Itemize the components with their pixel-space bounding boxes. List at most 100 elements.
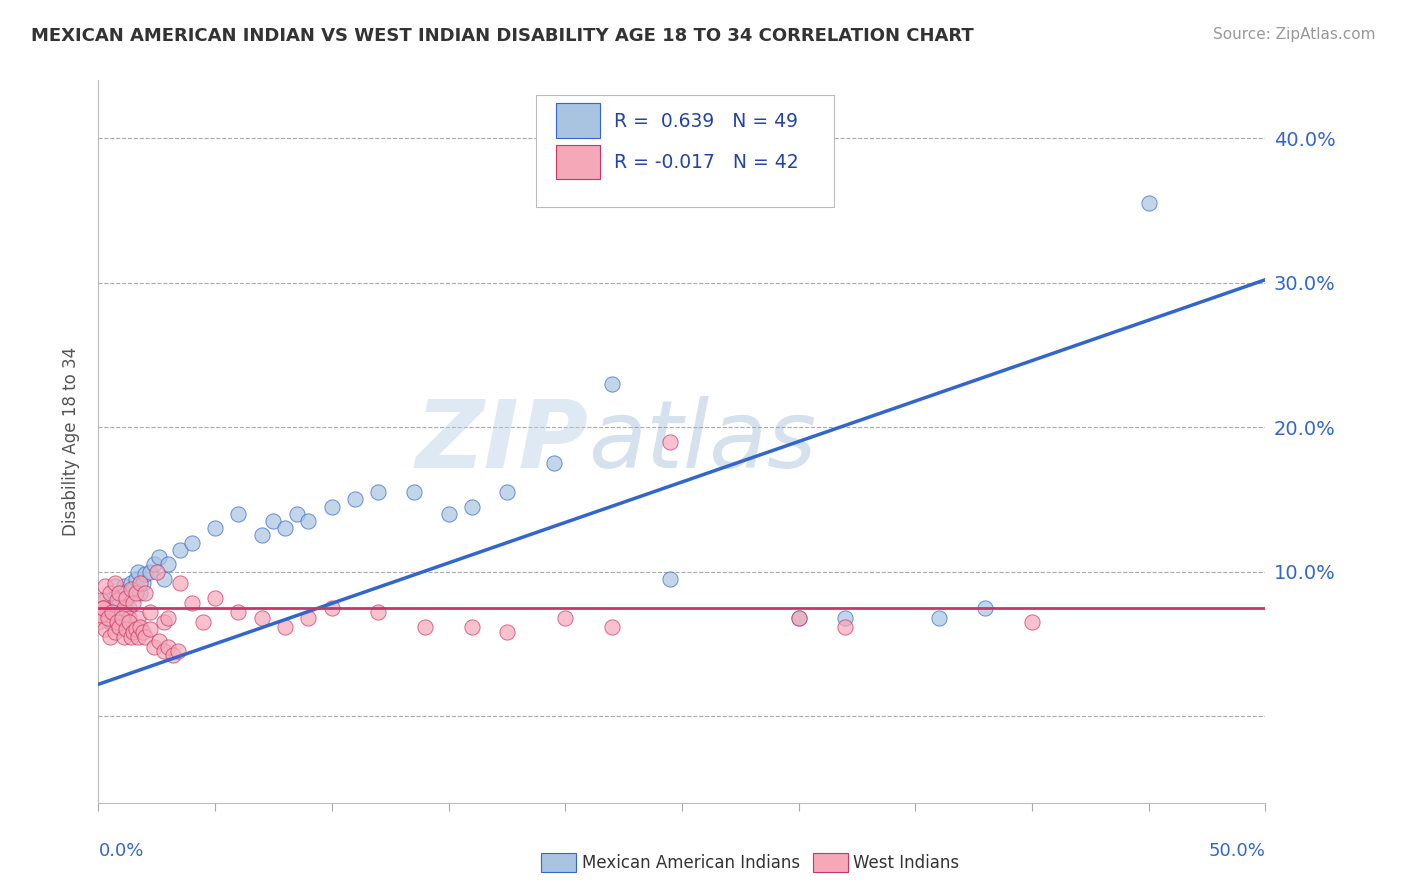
Point <box>129 576 152 591</box>
Point <box>91 600 114 615</box>
Point <box>250 611 273 625</box>
Point <box>120 582 142 596</box>
Point <box>118 611 141 625</box>
Point <box>97 607 120 622</box>
Point <box>91 600 114 615</box>
Point <box>250 528 273 542</box>
Point <box>105 607 128 622</box>
Point <box>101 605 124 619</box>
Y-axis label: Disability Age 18 to 34: Disability Age 18 to 34 <box>62 347 80 536</box>
Point <box>111 611 134 625</box>
Point <box>262 514 284 528</box>
Point <box>148 634 170 648</box>
Point <box>437 507 460 521</box>
Point <box>115 623 138 637</box>
Point <box>285 507 308 521</box>
Point <box>112 600 135 615</box>
Point <box>139 605 162 619</box>
Point <box>115 593 138 607</box>
Text: R =  0.639   N = 49: R = 0.639 N = 49 <box>614 112 799 131</box>
Point <box>157 640 180 654</box>
Point <box>125 572 148 586</box>
Point <box>118 600 141 615</box>
Point <box>127 611 149 625</box>
Point <box>461 619 484 633</box>
Point <box>274 521 297 535</box>
Point <box>122 582 145 596</box>
Point <box>134 586 156 600</box>
Point <box>193 615 215 630</box>
Point <box>104 579 127 593</box>
Point <box>344 492 367 507</box>
Point <box>367 485 389 500</box>
Point <box>108 586 131 600</box>
FancyBboxPatch shape <box>555 103 600 138</box>
Point <box>108 593 131 607</box>
Point <box>204 591 226 605</box>
Point <box>111 586 134 600</box>
Point <box>461 500 484 514</box>
Point <box>127 565 149 579</box>
Point <box>122 625 145 640</box>
Point <box>297 611 319 625</box>
Point <box>1137 196 1160 211</box>
Point <box>274 619 297 633</box>
Point <box>152 615 174 630</box>
Point <box>101 605 124 619</box>
Text: atlas: atlas <box>589 396 817 487</box>
Point <box>162 648 184 663</box>
Point <box>157 611 180 625</box>
Point <box>974 600 997 615</box>
Point <box>157 558 180 572</box>
Point <box>143 558 166 572</box>
Point <box>169 542 191 557</box>
Point <box>94 623 117 637</box>
Point <box>108 619 131 633</box>
Point <box>180 596 202 610</box>
Point <box>169 576 191 591</box>
Point <box>120 630 142 644</box>
Point <box>554 611 576 625</box>
Text: ZIP: ZIP <box>416 395 589 488</box>
Point <box>152 572 174 586</box>
Point <box>228 507 250 521</box>
Text: MEXICAN AMERICAN INDIAN VS WEST INDIAN DISABILITY AGE 18 TO 34 CORRELATION CHART: MEXICAN AMERICAN INDIAN VS WEST INDIAN D… <box>31 27 974 45</box>
Point <box>112 630 135 644</box>
Point <box>90 593 112 607</box>
Point <box>94 593 117 607</box>
Text: Mexican American Indians: Mexican American Indians <box>582 854 800 871</box>
Point <box>98 615 121 630</box>
Point <box>98 630 121 644</box>
Point <box>139 565 162 579</box>
Point <box>600 619 623 633</box>
Point <box>659 572 682 586</box>
Point <box>134 630 156 644</box>
Point <box>297 514 319 528</box>
Point <box>122 596 145 610</box>
Point <box>496 485 519 500</box>
Point <box>98 586 121 600</box>
Point <box>112 579 135 593</box>
Point <box>928 611 950 625</box>
Point <box>180 535 202 549</box>
Point <box>101 615 124 630</box>
Point <box>321 500 343 514</box>
Point <box>90 607 112 622</box>
FancyBboxPatch shape <box>536 95 834 207</box>
Point <box>228 605 250 619</box>
FancyBboxPatch shape <box>555 145 600 179</box>
Point <box>129 586 152 600</box>
Point <box>146 565 169 579</box>
Point <box>104 600 127 615</box>
Point <box>134 567 156 582</box>
Point <box>659 434 682 449</box>
Point <box>97 607 120 622</box>
Point <box>129 619 152 633</box>
Point <box>600 376 623 391</box>
Point <box>132 576 155 591</box>
Point <box>204 521 226 535</box>
Point <box>787 611 810 625</box>
Point <box>834 619 856 633</box>
Point <box>105 593 128 607</box>
Point <box>367 605 389 619</box>
